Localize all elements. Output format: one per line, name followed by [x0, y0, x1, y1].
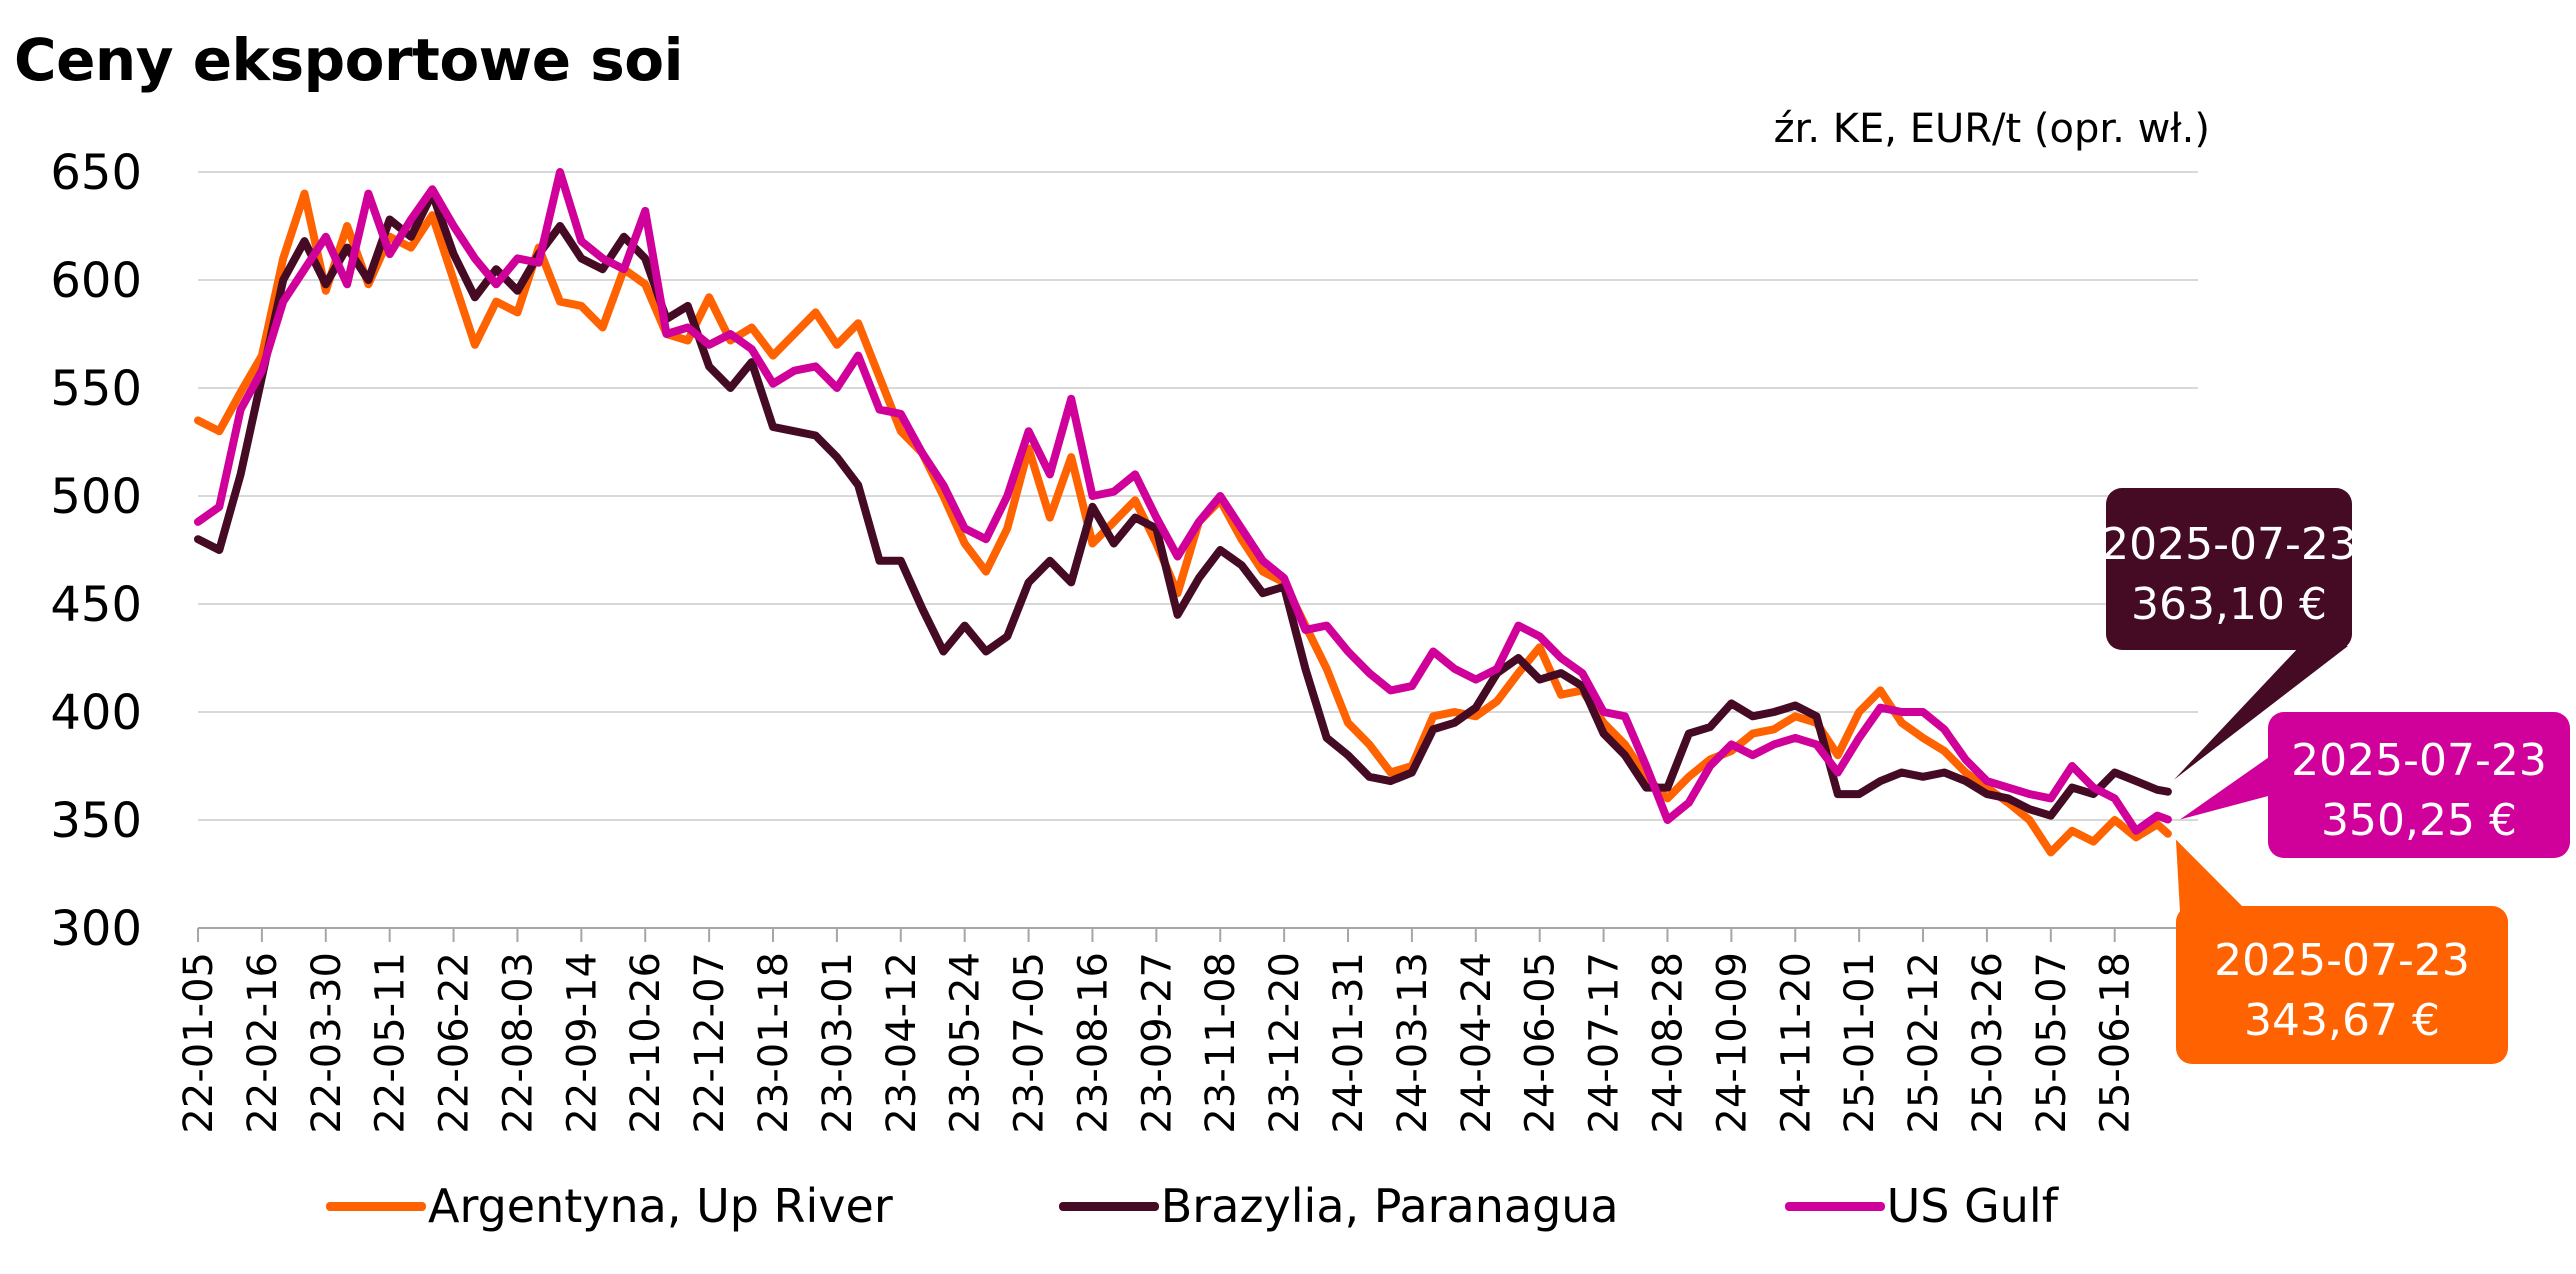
x-tick-label-23-12-20: 23-12-20	[1262, 952, 1308, 1134]
series-line-1	[194, 189, 2172, 820]
y-tick-label-300: 300	[50, 901, 142, 957]
callout-2: 2025-07-23 343,67 €	[2175, 839, 2508, 1064]
line-chart: 300 350 400 450 500 550 600 650 22-01-05 22-02-1…	[50, 145, 2570, 1134]
legend-item-brazylia: Brazylia, Paranagua	[1058, 1179, 1619, 1233]
x-tick-label-22-06-22: 22-06-22	[432, 952, 478, 1134]
x-tick-label-22-08-03: 22-08-03	[495, 952, 541, 1134]
x-tick-label-22-09-14: 22-09-14	[559, 952, 605, 1134]
x-tick-label-25-02-12: 25-02-12	[1901, 952, 1947, 1134]
y-tick-label-400: 400	[50, 685, 142, 741]
legend-swatch-brazylia	[1058, 1201, 1159, 1211]
x-tick-label-24-04-24: 24-04-24	[1454, 952, 1500, 1134]
legend-item-us-gulf: US Gulf	[1784, 1179, 2058, 1233]
callout-pointer-2	[2175, 839, 2246, 912]
legend-swatch-argentyna	[326, 1201, 426, 1211]
y-tick-label-450: 450	[50, 577, 142, 633]
callout-value-2: 343,67 €	[2244, 995, 2440, 1046]
callout-box-1	[2268, 712, 2570, 858]
callout-value-1: 350,25 €	[2321, 795, 2517, 846]
x-tick-label-22-05-11: 22-05-11	[368, 952, 414, 1134]
series-lines	[194, 168, 2172, 857]
callout-date-2: 2025-07-23	[2214, 935, 2470, 986]
x-tick-label-22-02-16: 22-02-16	[240, 952, 286, 1134]
callout-box-2	[2176, 906, 2508, 1064]
x-tick-label-25-05-07: 25-05-07	[2029, 952, 2075, 1134]
y-axis-ticks: 300 350 400 450 500 550 600 650	[50, 145, 142, 957]
chart-subtitle: źr. KE, EUR/t (opr. wł.)	[1773, 106, 2210, 152]
callout-box-0	[2106, 488, 2352, 650]
legend: Argentyna, Up River Brazylia, Paranagua …	[326, 1176, 2058, 1236]
x-tick-label-22-03-30: 22-03-30	[304, 952, 350, 1134]
legend-label-brazylia: Brazylia, Paranagua	[1160, 1179, 1619, 1233]
legend-swatch-us-gulf	[1784, 1201, 1885, 1211]
y-tick-label-650: 650	[50, 145, 142, 201]
x-tick-label-23-05-24: 23-05-24	[943, 952, 989, 1134]
y-tick-label-600: 600	[50, 253, 142, 309]
x-tick-label-23-09-27: 23-09-27	[1134, 952, 1180, 1134]
x-tick-label-23-03-01: 23-03-01	[815, 952, 861, 1134]
chart-title: Ceny eksportowe soi	[14, 26, 684, 94]
x-axis: 22-01-05 22-02-16 22-03-30 22-05-11 22-06-22…	[176, 927, 2198, 1134]
callout-pointer-1	[2179, 755, 2272, 820]
x-tick-label-22-12-07: 22-12-07	[687, 952, 733, 1134]
callout-date-0: 2025-07-23	[2101, 519, 2357, 570]
x-tick-label-24-08-28: 24-08-28	[1645, 952, 1691, 1134]
x-tick-label-25-03-26: 25-03-26	[1965, 952, 2011, 1134]
y-tick-label-550: 550	[50, 361, 142, 417]
x-tick-label-25-06-18: 25-06-18	[2093, 952, 2139, 1134]
x-tick-label-24-10-09: 24-10-09	[1709, 952, 1755, 1134]
x-tick-label-22-10-26: 22-10-26	[623, 952, 669, 1134]
y-tick-label-350: 350	[50, 793, 142, 849]
x-tick-label-24-11-20: 24-11-20	[1773, 952, 1819, 1134]
series-line-0	[194, 189, 2172, 857]
x-tick-label-23-07-05: 23-07-05	[1007, 952, 1053, 1134]
x-tick-label-24-06-05: 24-06-05	[1518, 952, 1564, 1134]
x-tick-label-25-01-01: 25-01-01	[1837, 952, 1883, 1134]
callout-pointer-0	[2173, 646, 2348, 780]
x-tick-label-23-11-08: 23-11-08	[1198, 952, 1244, 1134]
y-tick-label-500: 500	[50, 469, 142, 525]
x-tick-label-23-01-18: 23-01-18	[751, 952, 797, 1134]
legend-item-argentyna: Argentyna, Up River	[326, 1179, 893, 1233]
x-tick-label-23-08-16: 23-08-16	[1070, 952, 1116, 1134]
x-tick-label-24-03-13: 24-03-13	[1390, 952, 1436, 1134]
x-tick-label-23-04-12: 23-04-12	[879, 952, 925, 1134]
callout-value-0: 363,10 €	[2131, 579, 2327, 630]
callout-0: 2025-07-23 363,10 €	[2101, 488, 2357, 780]
legend-label-us-gulf: US Gulf	[1886, 1179, 2058, 1233]
x-tick-label-22-01-05: 22-01-05	[176, 952, 222, 1134]
legend-label-argentyna: Argentyna, Up River	[428, 1179, 893, 1233]
callout-1: 2025-07-23 350,25 €	[2179, 712, 2570, 858]
x-tick-label-24-01-31: 24-01-31	[1326, 952, 1372, 1134]
x-tick-label-24-07-17: 24-07-17	[1582, 952, 1628, 1134]
series-line-2	[194, 168, 2172, 835]
callout-date-1: 2025-07-23	[2291, 735, 2547, 786]
